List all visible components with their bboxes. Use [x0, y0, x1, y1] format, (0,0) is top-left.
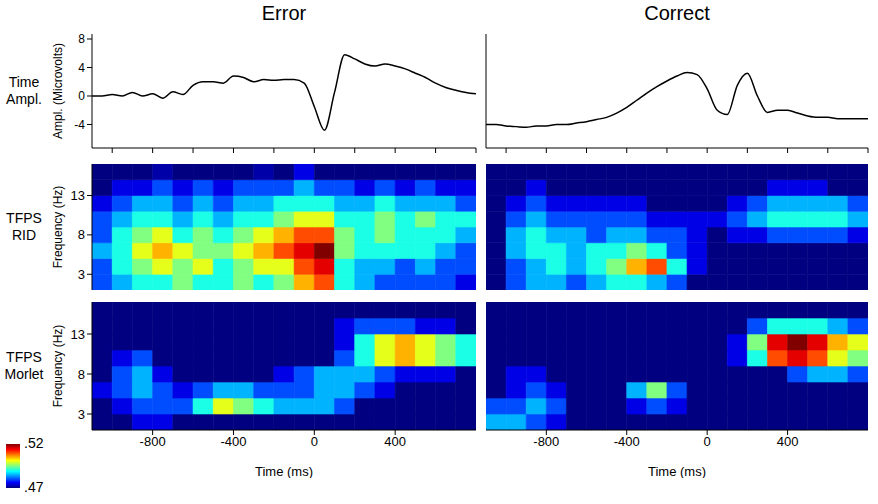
- svg-text:4: 4: [78, 61, 85, 75]
- html-text:Error: Error: [261, 2, 307, 24]
- svg-text:.47: .47: [24, 479, 44, 495]
- svg-text:8: 8: [78, 367, 85, 382]
- html-text:TFPS: TFPS: [6, 349, 42, 365]
- svg-text:Frequency (Hz): Frequency (Hz): [51, 186, 65, 269]
- svg-text:0: 0: [704, 434, 711, 449]
- svg-text:-800: -800: [140, 434, 166, 449]
- svg-text:8: 8: [78, 32, 85, 46]
- html-text:Morlet: Morlet: [4, 366, 44, 382]
- svg-text:400: 400: [777, 434, 799, 449]
- svg-text:.52: .52: [24, 436, 44, 451]
- svg-text:-4: -4: [74, 118, 85, 132]
- svg-text:13: 13: [71, 188, 85, 203]
- svg-text:Ampl. (Microvolts): Ampl. (Microvolts): [51, 43, 65, 139]
- svg-text:-400: -400: [614, 434, 640, 449]
- svg-text:0: 0: [78, 89, 85, 103]
- html-text:Time: Time: [8, 74, 40, 90]
- svg-text:-800: -800: [533, 434, 559, 449]
- svg-text:Frequency (Hz): Frequency (Hz): [51, 325, 65, 408]
- svg-text:Time (ms): Time (ms): [648, 464, 706, 478]
- svg-text:0: 0: [311, 434, 318, 449]
- svg-text:400: 400: [384, 434, 406, 449]
- svg-text:3: 3: [78, 407, 85, 422]
- html-text:Ampl.: Ampl.: [6, 91, 42, 107]
- svg-text:Time (ms): Time (ms): [255, 464, 313, 478]
- html-text:TFPS: TFPS: [6, 210, 42, 226]
- html-text:RID: RID: [11, 227, 37, 243]
- svg-text:8: 8: [78, 227, 85, 242]
- html-text:Correct: Correct: [644, 2, 710, 24]
- svg-text:13: 13: [71, 327, 85, 342]
- svg-text:3: 3: [78, 267, 85, 282]
- svg-text:-400: -400: [220, 434, 246, 449]
